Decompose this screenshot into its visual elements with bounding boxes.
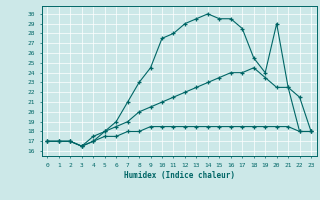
X-axis label: Humidex (Indice chaleur): Humidex (Indice chaleur) xyxy=(124,171,235,180)
